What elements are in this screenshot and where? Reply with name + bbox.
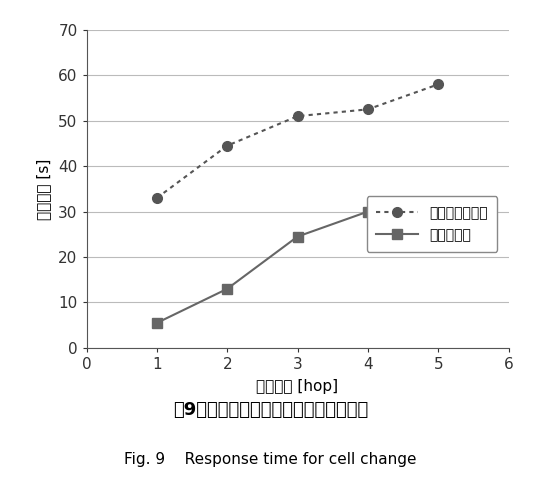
X-axis label: ホップ数 [hop]: ホップ数 [hop]: [256, 379, 339, 394]
Line: ルート喪失検知: ルート喪失検知: [152, 80, 443, 203]
Text: Fig. 9    Response time for cell change: Fig. 9 Response time for cell change: [124, 452, 417, 467]
ルート喪失検知: [435, 82, 441, 87]
ルート喪失検知: [294, 113, 301, 119]
Legend: ルート喪失検知, ルート生成: ルート喪失検知, ルート生成: [367, 196, 497, 252]
Y-axis label: 所要時間 [s]: 所要時間 [s]: [36, 158, 51, 220]
ルート喪失検知: [365, 106, 371, 112]
ルート生成: [154, 320, 160, 326]
ルート生成: [294, 234, 301, 240]
ルート生成: [365, 209, 371, 215]
ルート喪失検知: [154, 195, 160, 201]
Text: 第9図　親機停止時のセル変更所要時間: 第9図 親機停止時のセル変更所要時間: [173, 401, 368, 419]
ルート生成: [224, 286, 230, 292]
Line: ルート生成: ルート生成: [152, 207, 443, 328]
ルート喪失検知: [224, 143, 230, 149]
ルート生成: [435, 213, 441, 219]
